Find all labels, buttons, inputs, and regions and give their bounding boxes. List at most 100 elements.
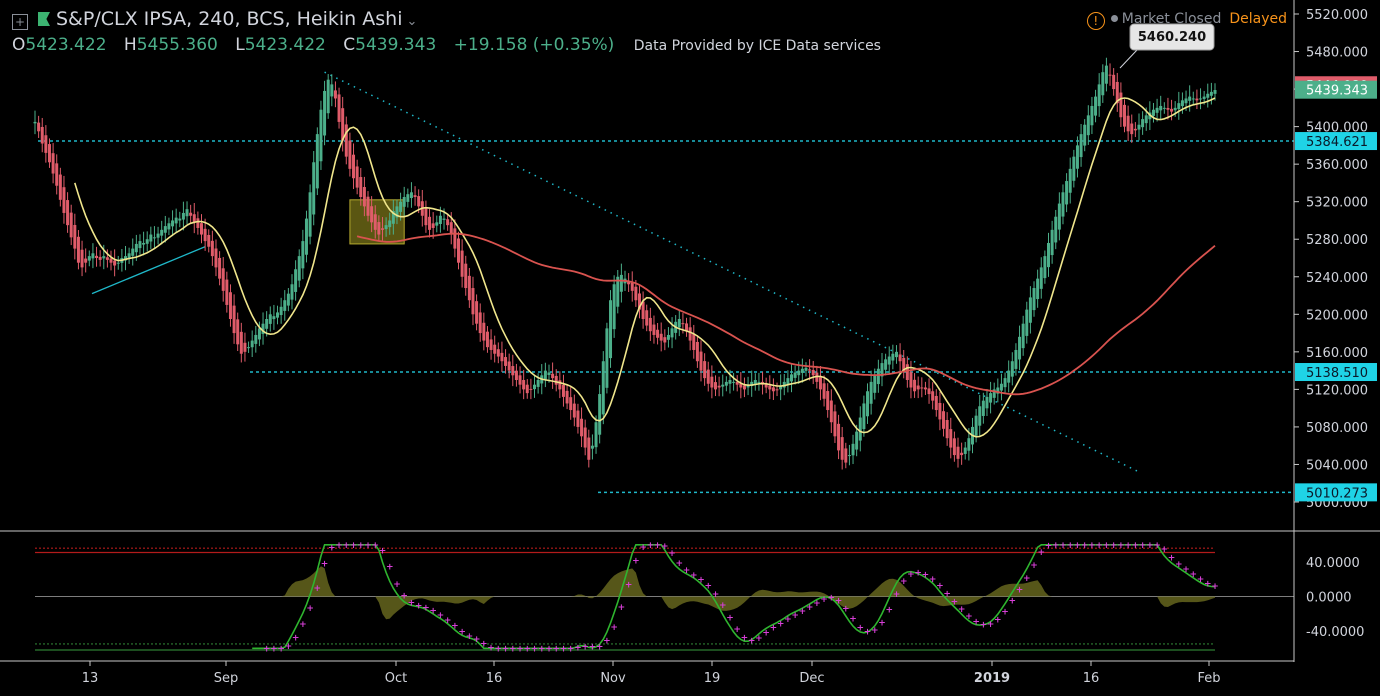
candle-body — [330, 84, 334, 97]
oscillator-signal-mark: + — [712, 590, 720, 600]
candle-body — [1072, 156, 1076, 181]
candle-body — [1199, 98, 1203, 100]
oscillator-signal-mark: + — [422, 604, 430, 614]
candle-body — [851, 443, 855, 456]
candle-body — [1108, 74, 1112, 76]
price-tick-label: 5240.000 — [1306, 271, 1368, 286]
candle-body — [594, 422, 598, 448]
price-label-box — [1295, 483, 1377, 502]
chart-header[interactable]: + S&P/CLX IPSA, 240, BCS, Heikin Ashi ⌄ — [12, 8, 417, 30]
price-pane — [0, 71, 1380, 532]
candle-body — [95, 255, 99, 258]
candle-body — [688, 327, 692, 341]
candle-body — [395, 206, 399, 218]
oscillator-main-line — [252, 544, 1216, 650]
candle-body — [695, 341, 699, 362]
low-label: L — [235, 35, 245, 55]
oscillator-histogram — [266, 566, 1215, 620]
oscillator-signal-mark: + — [987, 620, 995, 630]
flag-icon — [38, 12, 50, 26]
candle-body — [290, 284, 294, 300]
warning-icon[interactable]: ! — [1086, 12, 1105, 30]
candle-body — [873, 375, 877, 393]
candle-body — [938, 402, 942, 420]
oscillator-signal-mark: + — [719, 601, 727, 611]
candle-body — [62, 187, 66, 213]
price-label-box — [1295, 80, 1377, 99]
oscillator-signal-mark: + — [871, 626, 879, 636]
oscillator-signal-mark: + — [1117, 541, 1125, 551]
candle-body — [840, 437, 844, 460]
candle-body — [1068, 168, 1072, 193]
oscillator-signal-mark: + — [1009, 597, 1017, 607]
candle-body — [228, 292, 232, 319]
oscillator-signal-mark: + — [842, 604, 850, 614]
candle-body — [1195, 98, 1199, 101]
oscillator-signal-mark: + — [994, 616, 1002, 626]
time-tick-label: Dec — [799, 671, 824, 686]
oscillator-signal-mark: + — [943, 590, 951, 600]
candle-body — [254, 334, 258, 344]
oscillator-signal-mark: + — [1066, 541, 1074, 551]
oscillator-signal-mark: + — [654, 541, 662, 551]
candle-body — [417, 196, 421, 207]
symbol-title[interactable]: S&P/CLX IPSA, 240, BCS, Heikin Ashi — [56, 8, 403, 30]
oscillator-signal-mark: + — [704, 582, 712, 592]
candle-body — [482, 322, 486, 341]
candle-body — [634, 286, 638, 301]
candle-body — [189, 212, 193, 216]
candle-body — [156, 233, 160, 238]
candle-body — [134, 243, 138, 253]
oscillator-signal-mark: + — [784, 615, 792, 625]
price-label-text: 5439.343 — [1306, 84, 1368, 99]
oscillator-signal-mark: + — [806, 603, 814, 613]
price-tick-label: 5120.000 — [1306, 383, 1368, 398]
chevron-down-icon[interactable]: ⌄ — [406, 14, 418, 29]
candle-body — [981, 400, 985, 416]
candle-body — [355, 166, 359, 188]
candle-body — [771, 387, 775, 392]
oscillator-signal-mark: + — [415, 602, 423, 612]
candle-body — [1057, 203, 1061, 230]
oscillator-signal-mark: + — [408, 598, 416, 608]
candle-body — [963, 447, 967, 454]
candle-body — [670, 328, 674, 338]
candle-body — [73, 224, 77, 249]
candle-body — [703, 361, 707, 379]
candle-body — [666, 334, 670, 340]
expand-icon[interactable]: + — [12, 14, 28, 30]
candle-body — [504, 357, 508, 366]
candle-body — [409, 192, 413, 199]
candle-body — [453, 228, 457, 249]
candle-body — [1079, 134, 1083, 158]
candle-body — [500, 352, 504, 362]
candle-body — [76, 236, 80, 263]
candle-body — [1162, 107, 1166, 109]
candle-body — [750, 381, 754, 387]
candle-body — [793, 372, 797, 378]
candle-body — [1054, 216, 1058, 243]
price-tick-label: 5040.000 — [1306, 458, 1368, 473]
candle-body — [493, 344, 497, 354]
oscillator-signal-mark: + — [1023, 574, 1031, 584]
candle-body — [178, 218, 182, 221]
oscillator-signal-mark: + — [335, 541, 343, 551]
candle-body — [113, 260, 117, 266]
candle-body — [927, 388, 931, 395]
oscillator-signal-mark: + — [531, 644, 539, 654]
candle-body — [1177, 103, 1181, 110]
candle-body — [829, 400, 833, 423]
candle-body — [742, 385, 746, 390]
candle-body — [1173, 107, 1177, 111]
candle-body — [250, 340, 254, 348]
candle-body — [109, 258, 113, 263]
candle-body — [826, 391, 830, 411]
ohlc-legend: O5423.422 H5455.360 L5423.422 C5439.343 … — [12, 35, 881, 55]
candle-body — [713, 382, 717, 390]
candle-body — [475, 301, 479, 324]
candle-body — [203, 228, 207, 242]
oscillator-signal-mark: + — [618, 603, 626, 613]
candle-body — [37, 122, 41, 132]
